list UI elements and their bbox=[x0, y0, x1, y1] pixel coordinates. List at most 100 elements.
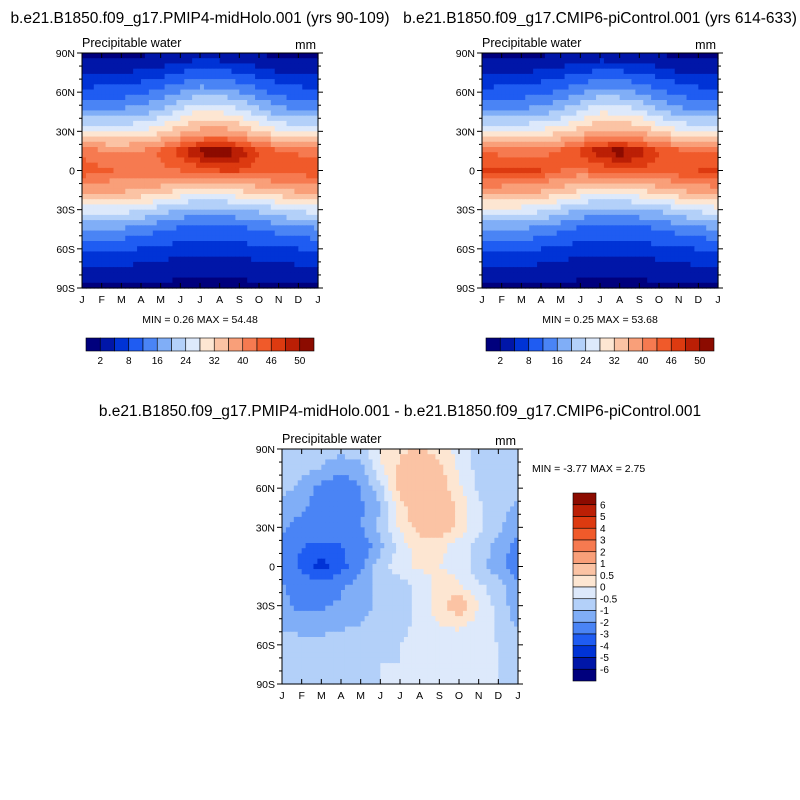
heatmap-cell bbox=[270, 209, 276, 216]
heatmap-cell bbox=[164, 73, 170, 80]
heatmap-cell bbox=[659, 183, 664, 190]
heatmap-cell bbox=[200, 251, 205, 258]
heatmap-cell bbox=[129, 141, 134, 148]
heatmap-cell bbox=[152, 115, 158, 122]
heatmap-cell bbox=[172, 58, 177, 65]
heatmap-cell bbox=[643, 194, 648, 200]
heatmap-cell bbox=[259, 241, 264, 247]
heatmap-cell bbox=[592, 204, 597, 211]
heatmap-cell bbox=[85, 167, 91, 174]
heatmap-cell bbox=[109, 120, 115, 127]
heatmap-cell bbox=[160, 126, 166, 132]
heatmap-cell bbox=[231, 204, 236, 211]
heatmap-cell bbox=[109, 110, 115, 117]
heatmap-cell bbox=[710, 214, 715, 221]
heatmap-cell bbox=[556, 214, 562, 221]
heatmap-cell bbox=[101, 94, 107, 101]
heatmap-cell bbox=[651, 68, 656, 75]
heatmap-cell bbox=[223, 167, 229, 174]
heatmap-cell bbox=[548, 89, 554, 96]
heatmap-cell bbox=[211, 235, 217, 242]
heatmap-cell bbox=[560, 157, 566, 164]
heatmap-cell bbox=[105, 204, 111, 211]
heatmap-cell bbox=[266, 100, 272, 106]
heatmap-cell bbox=[144, 89, 150, 96]
heatmap-cell bbox=[117, 183, 122, 190]
heatmap-cell bbox=[125, 63, 130, 70]
heatmap-cell bbox=[588, 188, 593, 195]
heatmap-cell bbox=[223, 220, 229, 226]
heatmap-cell bbox=[215, 115, 221, 122]
heatmap-cell bbox=[600, 100, 605, 106]
heatmap-cell bbox=[278, 100, 284, 106]
heatmap-cell bbox=[505, 53, 511, 59]
heatmap-cell bbox=[596, 141, 601, 148]
heatmap-cell bbox=[164, 162, 170, 169]
heatmap-cell bbox=[203, 58, 209, 65]
heatmap-cell bbox=[274, 204, 280, 211]
heatmap-cell bbox=[97, 173, 103, 179]
heatmap-cell bbox=[485, 73, 491, 80]
heatmap-cell bbox=[588, 147, 593, 153]
heatmap-cell bbox=[85, 131, 91, 138]
heatmap-cell bbox=[290, 147, 295, 153]
heatmap-cell bbox=[314, 131, 319, 138]
heatmap-cell bbox=[129, 68, 134, 75]
colorbar-label: 8 bbox=[126, 356, 132, 367]
heatmap-cell bbox=[580, 115, 585, 122]
heatmap-cell bbox=[529, 167, 534, 174]
heatmap-cell bbox=[125, 162, 130, 169]
heatmap-cell bbox=[513, 136, 518, 143]
heatmap-cell bbox=[572, 230, 577, 237]
heatmap-cell bbox=[639, 100, 644, 106]
heatmap-cell bbox=[255, 110, 260, 117]
heatmap-cell bbox=[117, 110, 122, 117]
heatmap-cell bbox=[219, 272, 225, 279]
heatmap-cell bbox=[678, 220, 684, 226]
heatmap-cell bbox=[113, 84, 118, 91]
heatmap-cell bbox=[505, 183, 511, 190]
heatmap-cell bbox=[243, 173, 248, 179]
heatmap-cell bbox=[607, 194, 613, 200]
heatmap-cell bbox=[639, 220, 644, 226]
heatmap-cell bbox=[282, 120, 288, 127]
heatmap-cell bbox=[619, 209, 625, 216]
heatmap-cell bbox=[141, 214, 146, 221]
heatmap-cell bbox=[148, 178, 154, 185]
heatmap-cell bbox=[497, 68, 503, 75]
heatmap-cell bbox=[192, 267, 197, 273]
heatmap-cell bbox=[85, 136, 91, 143]
heatmap-cell bbox=[113, 110, 118, 117]
heatmap-cell bbox=[255, 261, 260, 268]
heatmap-cell bbox=[156, 141, 162, 148]
heatmap-cell bbox=[635, 63, 640, 70]
heatmap-cell bbox=[247, 131, 252, 138]
heatmap-cell bbox=[298, 94, 303, 101]
heatmap-cell bbox=[231, 246, 236, 253]
heatmap-cell bbox=[274, 188, 280, 195]
heatmap-cell bbox=[489, 89, 495, 96]
heatmap-cell bbox=[274, 235, 280, 242]
heatmap-cell bbox=[235, 53, 240, 59]
heatmap-cell bbox=[251, 261, 256, 268]
heatmap-cell bbox=[180, 105, 185, 112]
heatmap-cell bbox=[172, 136, 177, 143]
heatmap-cell bbox=[674, 120, 680, 127]
heatmap-cell bbox=[560, 131, 566, 138]
heatmap-cell bbox=[82, 94, 87, 101]
heatmap-cell bbox=[93, 277, 99, 284]
heatmap-cell bbox=[137, 194, 142, 200]
heatmap-cell bbox=[152, 199, 158, 206]
heatmap-cell bbox=[227, 178, 233, 185]
heatmap-cell bbox=[314, 235, 319, 242]
heatmap-cell bbox=[505, 167, 511, 174]
heatmap-cell bbox=[521, 162, 526, 169]
heatmap-cell bbox=[603, 173, 609, 179]
heatmap-cell bbox=[262, 241, 268, 247]
heatmap-cell bbox=[168, 79, 174, 85]
heatmap-cell bbox=[686, 115, 692, 122]
heatmap-cell bbox=[121, 173, 126, 179]
heatmap-cell bbox=[619, 136, 625, 143]
heatmap-cell bbox=[164, 136, 170, 143]
heatmap-cell bbox=[560, 204, 566, 211]
